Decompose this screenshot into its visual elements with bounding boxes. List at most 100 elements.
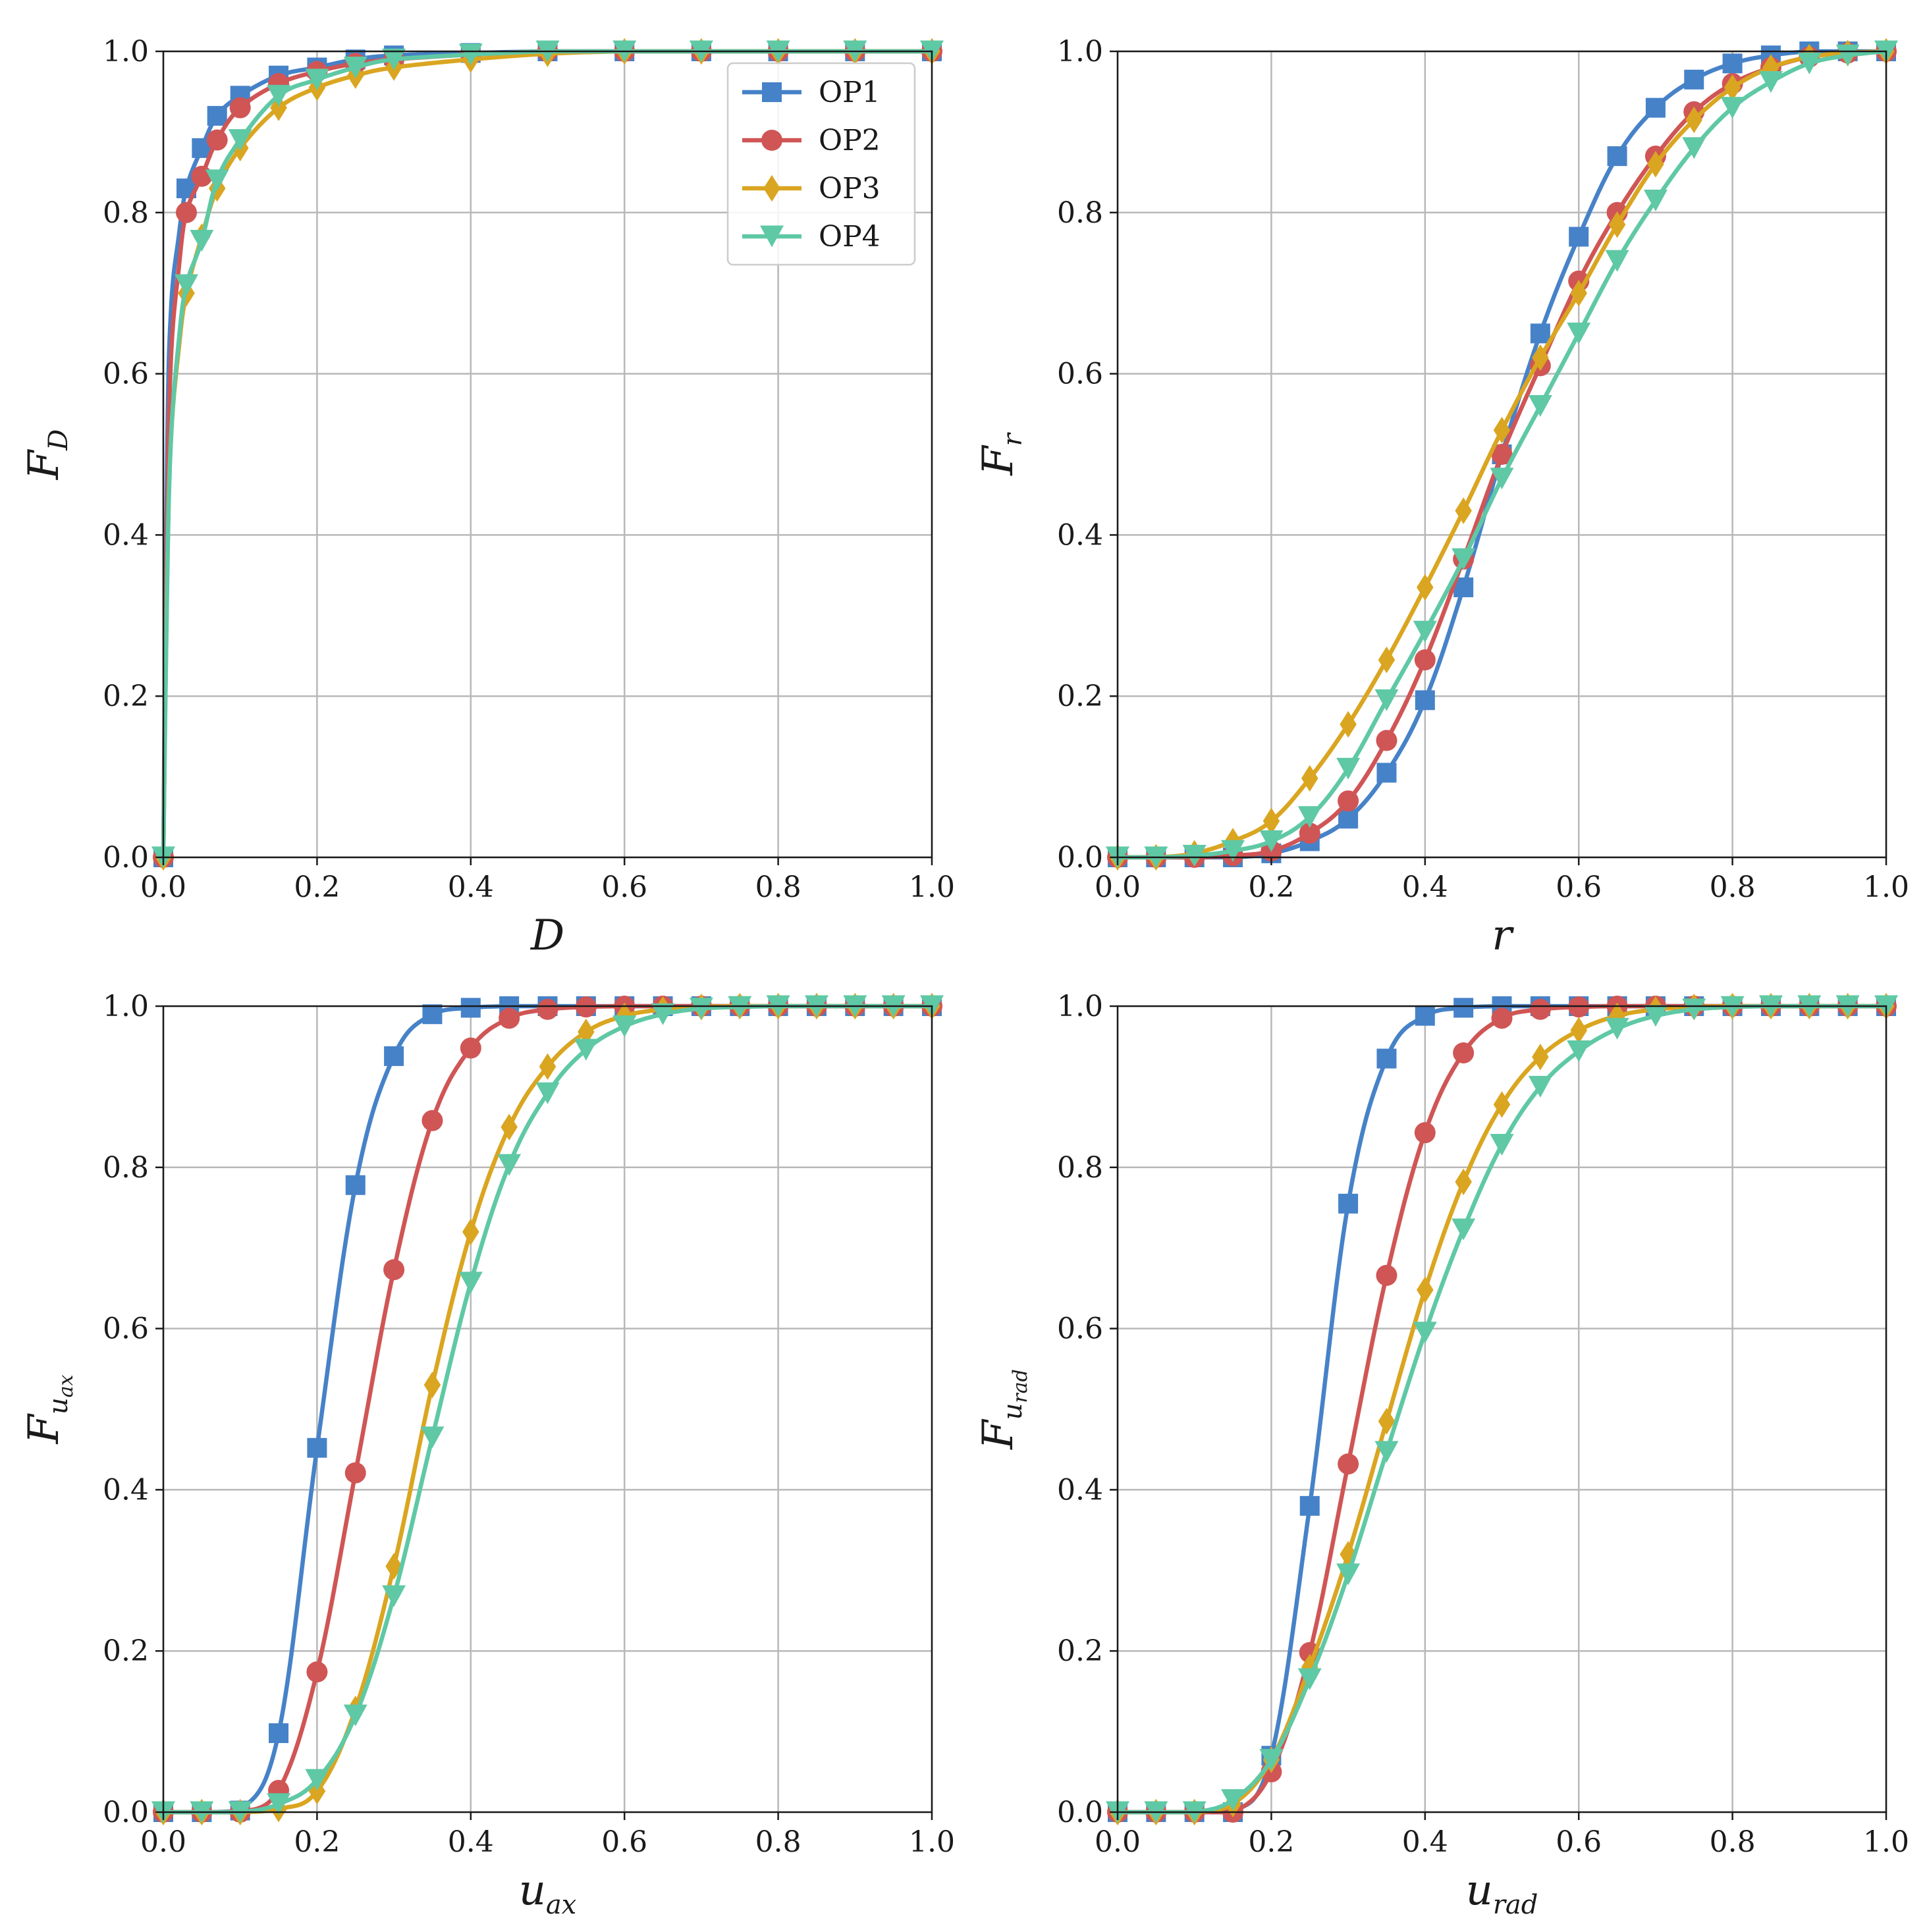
data-point-op3 xyxy=(1378,646,1396,674)
legend-label-op3: OP3 xyxy=(819,172,881,205)
data-point-op2 xyxy=(229,97,251,119)
x-tick-label: 0.0 xyxy=(1095,1825,1141,1859)
y-tick-label: 0.0 xyxy=(1057,1796,1103,1829)
data-point-op3 xyxy=(1378,1408,1396,1435)
data-point-op4 xyxy=(1490,1134,1514,1156)
x-tick-label: 0.4 xyxy=(1402,871,1448,904)
axes-frame xyxy=(1116,1005,1887,1813)
data-point-op1 xyxy=(1376,763,1397,783)
data-point-op2 xyxy=(1529,998,1551,1020)
data-point-op4 xyxy=(458,1272,483,1294)
axes-frame xyxy=(1116,50,1887,859)
x-tick-label: 1.0 xyxy=(909,871,955,904)
x-axis-label: D xyxy=(530,911,564,960)
data-point-op4 xyxy=(343,1704,367,1727)
data-point-op1 xyxy=(269,1723,289,1744)
data-point-op3 xyxy=(1532,1043,1549,1071)
data-point-op3 xyxy=(1685,106,1702,134)
data-point-op3 xyxy=(1340,1541,1357,1568)
x-tick-label: 0.4 xyxy=(448,1825,494,1859)
data-point-op3 xyxy=(1455,1168,1472,1196)
legend-marker-op4 xyxy=(760,225,784,248)
data-point-op4 xyxy=(1643,1005,1668,1027)
chart-panel-uax: 0.0 0.2 0.4 0.6 0.8 1.0 0.0 0.2 0.4 0.6 0.8 1.0 uax F… xyxy=(20,990,955,1920)
y-tick-label: 0.2 xyxy=(103,1634,149,1668)
y-tick-label: 1.0 xyxy=(1057,990,1103,1023)
data-point-op4 xyxy=(612,1015,637,1038)
data-point-op2 xyxy=(1338,1453,1359,1475)
data-point-op4 xyxy=(343,56,367,78)
series-line-op4 xyxy=(1115,1004,1889,1815)
data-point-op4 xyxy=(1682,998,1706,1021)
x-tick-label: 1.0 xyxy=(1863,1825,1909,1859)
data-point-op3 xyxy=(1570,1017,1587,1044)
x-tick-label: 0.6 xyxy=(1556,1825,1602,1859)
data-point-op4 xyxy=(382,48,406,70)
data-point-op2 xyxy=(1414,1122,1436,1144)
legend-label-op4: OP4 xyxy=(819,220,881,254)
data-point-op4 xyxy=(305,68,329,91)
data-point-op4 xyxy=(1528,395,1552,417)
data-point-op2 xyxy=(1491,1007,1513,1029)
data-point-op4 xyxy=(1605,250,1629,272)
data-point-op4 xyxy=(1297,1668,1322,1690)
data-point-op4 xyxy=(1182,845,1207,867)
y-tick-label: 1.0 xyxy=(1057,35,1103,68)
chart-panel-urad: 0.0 0.2 0.4 0.6 0.8 1.0 0.0 0.2 0.4 0.6 0.8 1.0 urad… xyxy=(974,990,1909,1920)
data-point-op3 xyxy=(1493,1091,1511,1118)
data-point-op1 xyxy=(1607,146,1627,167)
data-point-op1 xyxy=(207,105,227,126)
y-tick-label: 0.4 xyxy=(103,1473,149,1507)
y-axis-label: Furad xyxy=(974,1369,1032,1450)
x-axis-label: urad xyxy=(1466,1866,1538,1920)
data-point-op4 xyxy=(382,1585,406,1607)
x-tick-label: 0.6 xyxy=(601,1825,647,1859)
data-point-op4 xyxy=(1336,757,1361,780)
chart-panel-r: 0.0 0.2 0.4 0.6 0.8 1.0 0.0 0.2 0.4 0.6 0.8 1.0 r Fr xyxy=(974,35,1909,960)
data-point-op1 xyxy=(1338,809,1359,829)
data-point-op3 xyxy=(1570,279,1587,307)
data-point-op3 xyxy=(1340,711,1357,738)
data-point-op3 xyxy=(539,1053,556,1081)
series-line-op4 xyxy=(161,1004,935,1815)
x-axis-label: uax xyxy=(519,1866,577,1920)
data-point-op1 xyxy=(1684,69,1704,90)
y-tick-label: 1.0 xyxy=(103,990,149,1023)
data-point-op4 xyxy=(305,1769,329,1791)
y-tick-label: 0.6 xyxy=(1057,358,1103,391)
data-point-op4 xyxy=(1452,548,1476,570)
series-line-op1 xyxy=(161,1004,935,1815)
data-point-op4 xyxy=(1259,830,1284,853)
x-tick-label: 0.8 xyxy=(755,1825,801,1859)
x-tick-label: 0.0 xyxy=(140,871,186,904)
data-point-op2 xyxy=(176,201,198,223)
x-tick-label: 0.2 xyxy=(294,871,340,904)
x-tick-label: 0.2 xyxy=(294,1825,340,1859)
x-tick-label: 0.4 xyxy=(448,871,494,904)
data-point-op2 xyxy=(1299,822,1320,844)
y-tick-label: 0.2 xyxy=(1057,1634,1103,1668)
data-point-op2 xyxy=(1376,1264,1398,1286)
data-point-op2 xyxy=(1338,790,1359,812)
data-point-op4 xyxy=(228,129,252,151)
y-tick-label: 0.2 xyxy=(1057,680,1103,713)
series-group xyxy=(1106,38,1898,871)
data-point-op4 xyxy=(1336,1563,1361,1586)
x-axis-label: r xyxy=(1492,911,1514,960)
data-point-op4 xyxy=(651,1003,675,1025)
y-tick-label: 0.0 xyxy=(1057,841,1103,874)
axes-frame xyxy=(162,50,933,859)
data-point-op4 xyxy=(1374,689,1399,711)
y-tick-label: 0.6 xyxy=(103,358,149,391)
data-point-op4 xyxy=(267,1793,291,1815)
x-tick-label: 0.8 xyxy=(755,871,801,904)
series-line-op3 xyxy=(161,1004,935,1815)
data-point-op2 xyxy=(1414,649,1436,671)
x-tick-label: 0.2 xyxy=(1248,871,1294,904)
data-point-op4 xyxy=(1567,322,1591,344)
legend-label-op2: OP2 xyxy=(819,124,881,157)
data-point-op1 xyxy=(1530,323,1550,344)
x-tick-label: 0.6 xyxy=(601,871,647,904)
data-point-op4 xyxy=(1259,1748,1284,1771)
